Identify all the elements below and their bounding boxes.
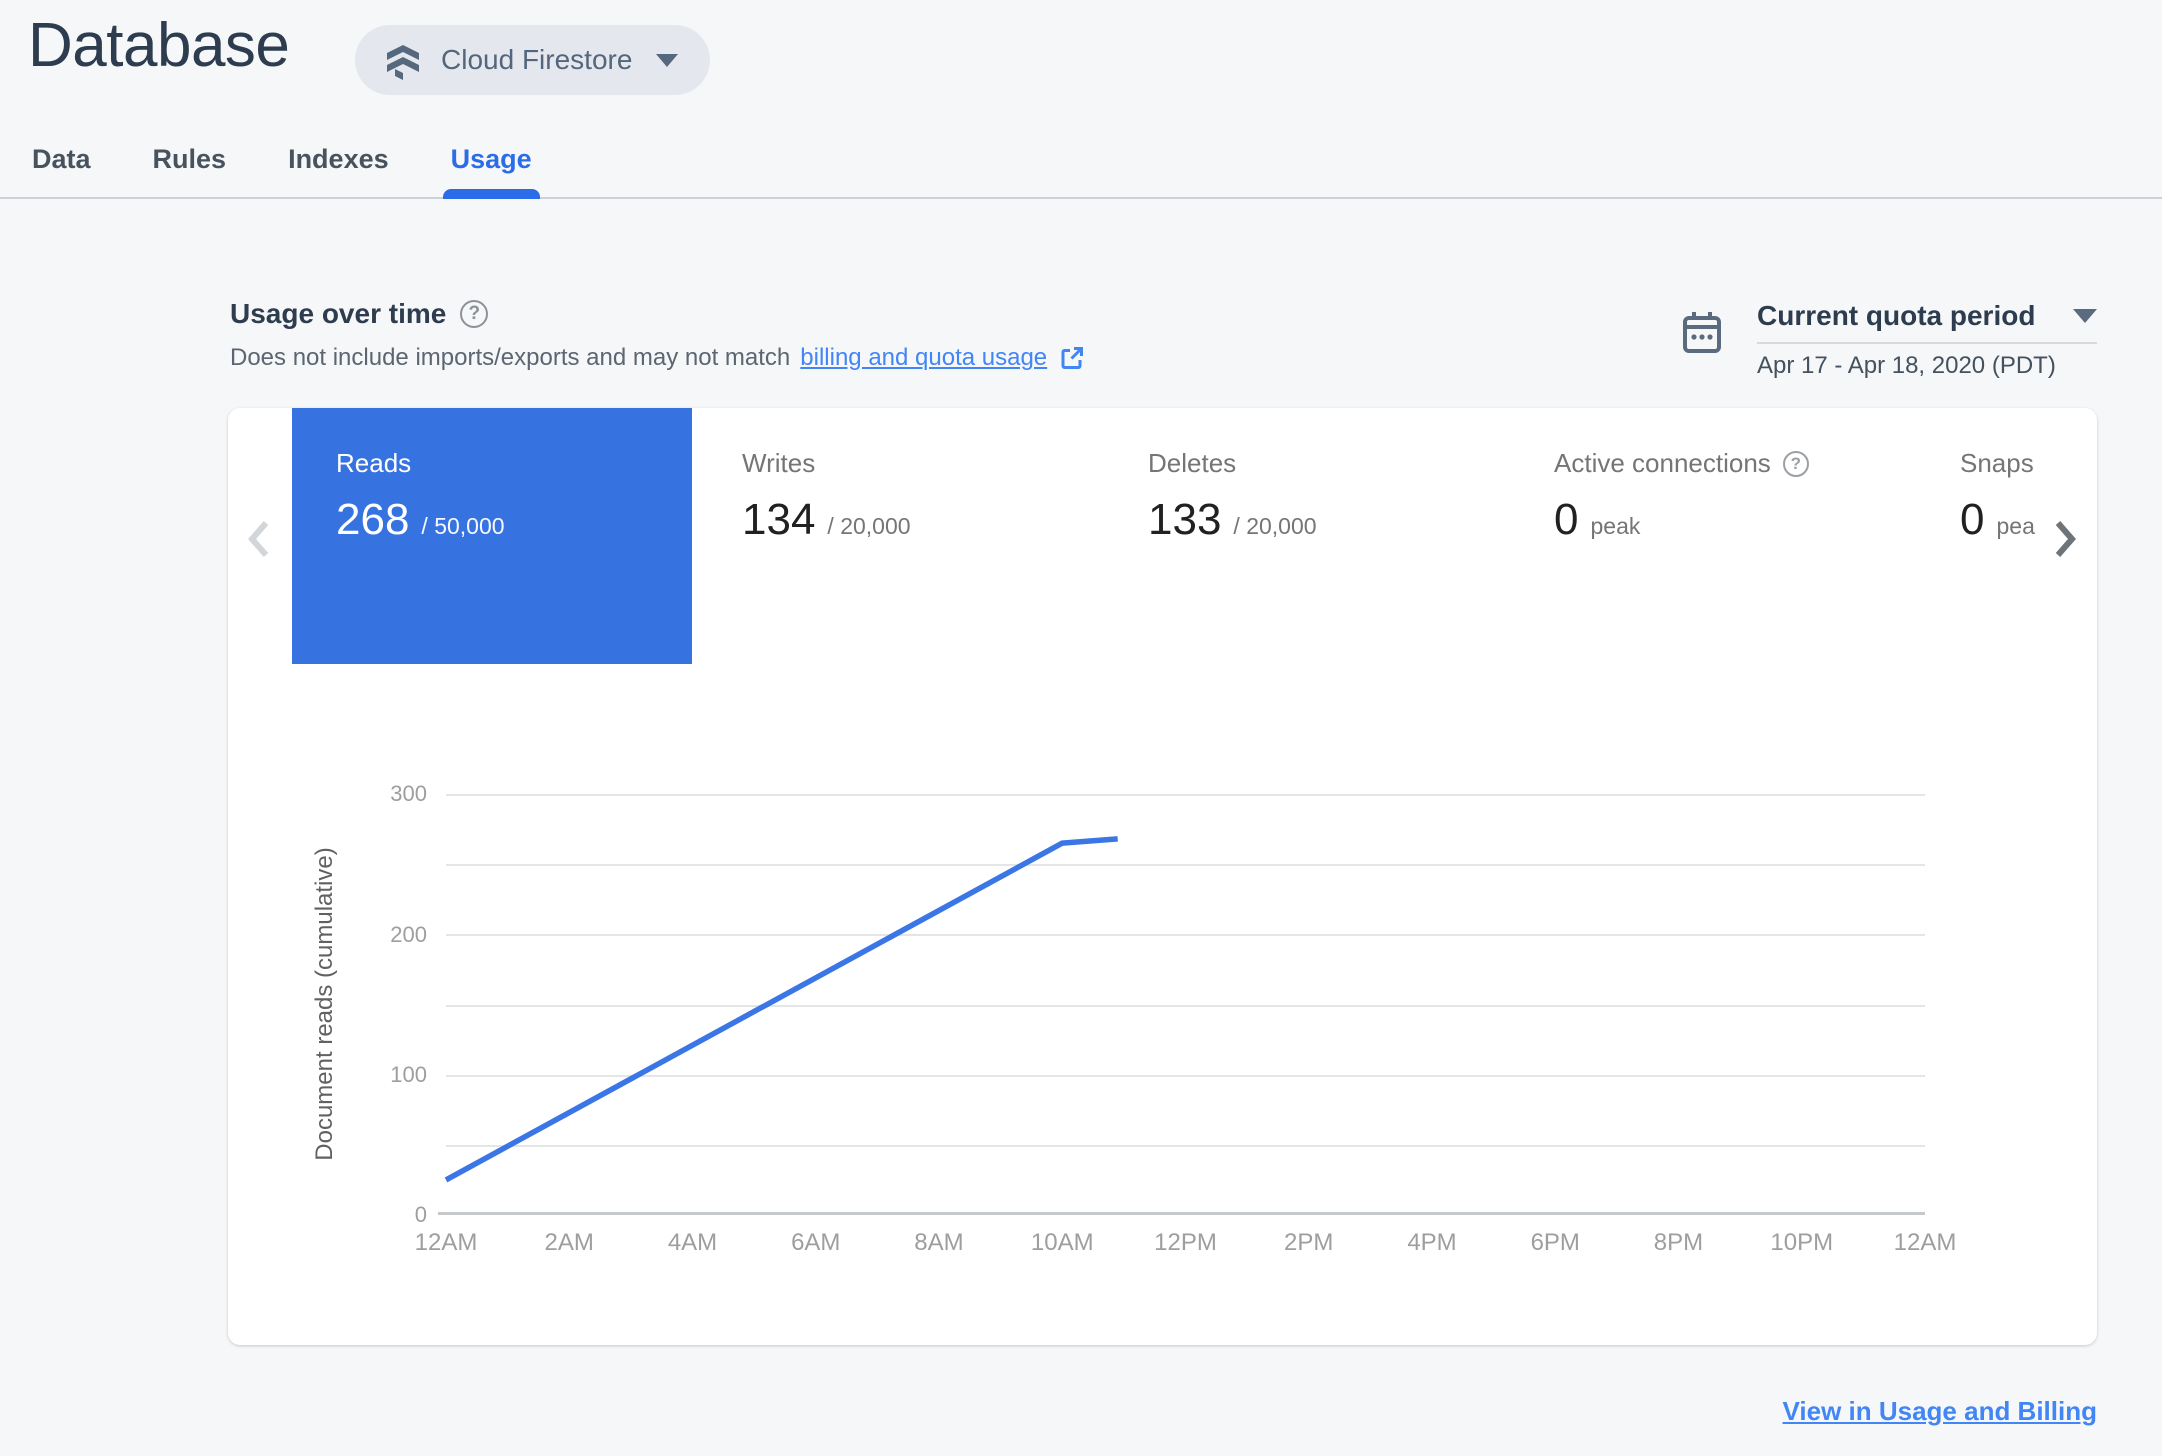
help-icon[interactable]: ?	[1782, 450, 1809, 477]
x-tick: 12PM	[1154, 1229, 1217, 1256]
metric-label: Active connections	[1554, 448, 1771, 478]
usage-subtitle-text: Does not include imports/exports and may…	[230, 344, 791, 371]
y-tick-0: 0	[414, 1202, 427, 1227]
tab-data[interactable]: Data	[32, 144, 91, 174]
x-tick: 10AM	[1030, 1229, 1094, 1256]
metric-label: Deletes	[1148, 448, 1237, 478]
product-selector[interactable]: Cloud Firestore	[355, 25, 711, 95]
product-selector-label: Cloud Firestore	[441, 44, 633, 75]
x-tick: 6AM	[791, 1229, 841, 1256]
quota-period-range: Apr 17 - Apr 18, 2020 (PDT)	[1757, 352, 2056, 379]
metric-value: 0	[1960, 495, 1985, 544]
page-title: Database	[28, 11, 290, 80]
x-tick: 8PM	[1653, 1229, 1704, 1256]
quota-period-selector[interactable]: Current quota period Apr 17 - Apr 18, 20…	[1757, 300, 2097, 380]
chevron-left-icon[interactable]	[244, 518, 274, 560]
x-tick: 4PM	[1407, 1229, 1457, 1256]
gridline-50	[446, 1145, 1925, 1147]
usage-line-svg	[444, 836, 1118, 1183]
metric-card-reads[interactable]: Reads 268 / 50,000	[292, 408, 692, 664]
metric-label: Snapshot listeners	[1960, 448, 2035, 478]
y-tick-100: 100	[390, 1062, 427, 1087]
metric-cards-carousel: Reads 268 / 50,000 Writes 134 / 20,000 D…	[228, 408, 2035, 664]
gridline-300	[446, 794, 1925, 796]
calendar-icon	[1680, 310, 1724, 356]
tab-usage[interactable]: Usage	[442, 140, 540, 199]
metric-value: 268	[336, 495, 410, 544]
y-tick-300: 300	[390, 781, 427, 806]
help-icon[interactable]: ?	[460, 300, 489, 328]
metric-card-writes[interactable]: Writes 134 / 20,000	[698, 408, 1098, 664]
firestore-icon	[383, 40, 423, 80]
x-axis-ticks: 12AM 2AM 4AM 6AM 8AM 10AM 12PM 2PM 4PM 6…	[415, 1229, 1957, 1259]
metric-label: Reads	[336, 448, 412, 478]
metric-card-snapshot-listeners[interactable]: Snapshot listeners 0 peak	[1916, 408, 2035, 664]
usage-over-time-heading: Usage over time	[230, 298, 447, 329]
x-axis-baseline	[438, 1212, 1925, 1215]
metric-card-active-connections[interactable]: Active connections ? 0 peak	[1510, 408, 1910, 664]
x-tick: 12AM	[1893, 1229, 1957, 1256]
tab-indexes[interactable]: Indexes	[288, 144, 389, 174]
x-tick: 12AM	[414, 1229, 478, 1256]
x-tick: 4AM	[667, 1229, 718, 1256]
usage-panel: Reads 268 / 50,000 Writes 134 / 20,000 D…	[228, 408, 2097, 1345]
x-tick: 8AM	[914, 1229, 964, 1256]
tab-usage-label: Usage	[450, 144, 532, 174]
quota-period-label: Current quota period	[1757, 300, 2036, 331]
metric-peak-label: peak	[1996, 513, 2035, 539]
y-axis-title: Document reads (cumulative)	[311, 847, 338, 1161]
tab-rules[interactable]: Rules	[152, 144, 227, 174]
metric-label: Writes	[742, 448, 816, 478]
y-tick-200: 200	[390, 922, 427, 947]
chevron-right-icon[interactable]	[2050, 518, 2080, 560]
x-tick: 2AM	[544, 1229, 594, 1256]
gridline-200	[446, 934, 1925, 936]
metric-card-deletes[interactable]: Deletes 133 / 20,000	[1104, 408, 1504, 664]
usage-subtitle: Does not include imports/exports and may…	[230, 344, 1085, 372]
gridline-150	[446, 1005, 1925, 1007]
metric-quota: / 20,000	[1233, 513, 1317, 539]
gridline-250	[446, 864, 1925, 866]
x-tick: 10PM	[1770, 1229, 1834, 1256]
x-tick: 2PM	[1284, 1229, 1334, 1256]
metric-quota: / 50,000	[421, 513, 505, 539]
view-usage-billing-link[interactable]: View in Usage and Billing	[1782, 1396, 2097, 1426]
caret-down-icon	[2073, 309, 2097, 323]
external-link-icon[interactable]	[1059, 345, 1085, 371]
usage-line-chart	[438, 794, 1925, 1215]
metric-value: 134	[742, 495, 816, 544]
active-tab-indicator	[442, 189, 540, 199]
billing-quota-link[interactable]: billing and quota usage	[800, 344, 1048, 371]
tab-bar: Data Rules Indexes Usage	[0, 140, 2162, 199]
metric-peak-label: peak	[1590, 513, 1641, 539]
caret-down-icon	[656, 53, 679, 67]
gridline-100	[446, 1075, 1925, 1077]
x-tick: 6PM	[1530, 1229, 1580, 1256]
metric-value: 0	[1554, 495, 1579, 544]
metric-quota: / 20,000	[827, 513, 911, 539]
metric-value: 133	[1148, 495, 1222, 544]
